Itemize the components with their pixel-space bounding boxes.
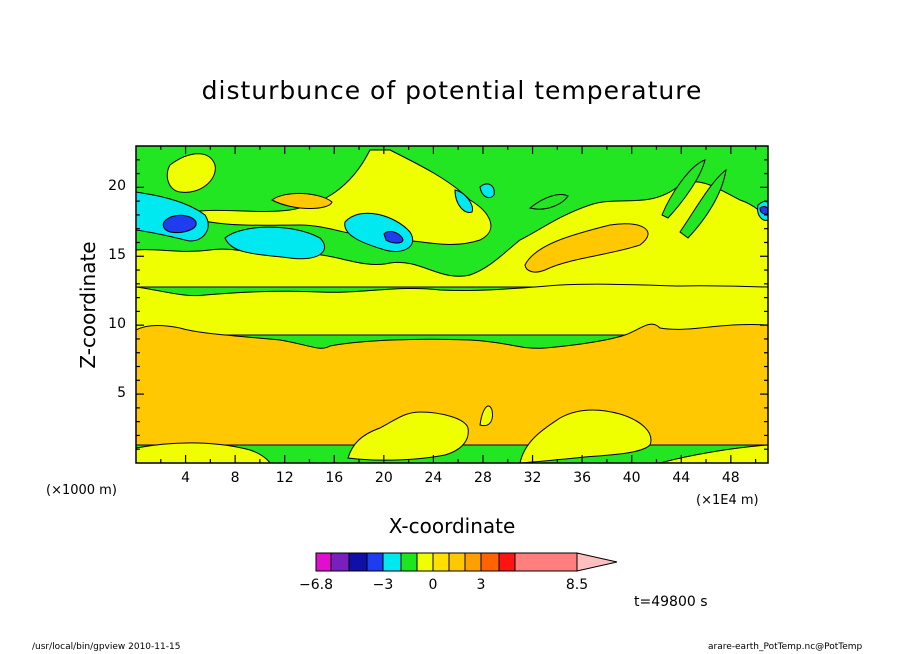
x-tick-label: 12	[275, 470, 294, 486]
surface-yellow-2	[519, 409, 652, 463]
colorbar-swatch	[315, 552, 332, 572]
colorbar-swatch	[514, 552, 578, 572]
colorbar-label: 0	[428, 577, 438, 593]
x-tick-label: 4	[181, 470, 191, 486]
x-multiplier-note: (×1E4 m)	[696, 493, 759, 508]
y-tick-label: 10	[108, 316, 126, 333]
x-tick-label: 40	[622, 470, 641, 486]
y-axis-label: Z-coordinate	[76, 241, 100, 369]
x-tick-label: 44	[672, 470, 691, 486]
colorbar-swatch	[416, 552, 434, 572]
cold-patch-2	[224, 226, 326, 260]
x-tick-label: 36	[573, 470, 592, 486]
x-tick-label: 20	[374, 470, 393, 486]
x-tick-label: 28	[474, 470, 492, 486]
colorbar-label: 8.5	[565, 577, 589, 593]
surface-yellow-spike	[479, 405, 493, 427]
warm-patch-aloft-2	[524, 223, 649, 273]
warm-patch-aloft-1	[271, 192, 333, 209]
colorbar-swatch	[382, 552, 402, 572]
colorbar-swatch	[348, 552, 368, 572]
time-annotation: t=49800 s	[634, 594, 708, 610]
colorbar-swatch	[498, 552, 516, 572]
colorbar-label: −3	[372, 577, 394, 593]
x-axis-label: X-coordinate	[388, 514, 516, 538]
cold-core-1	[162, 214, 197, 233]
green-streak-3	[528, 194, 569, 210]
upper-yellow-tongue	[178, 149, 492, 245]
middle-yellow-layer	[136, 283, 768, 336]
green-streak-1	[661, 159, 706, 219]
x-tick-label: 16	[325, 470, 344, 486]
yellow-blob-top	[166, 153, 216, 193]
y-tick-label: 15	[108, 247, 126, 264]
surface-yellow-1	[347, 411, 469, 461]
colorbar-extend-arrow	[576, 552, 618, 572]
colorbar-swatch	[464, 552, 482, 572]
colorbar-swatch	[480, 552, 500, 572]
footer-left: /usr/local/bin/gpview 2010-11-15	[32, 642, 181, 652]
y-tick-label: 20	[108, 178, 126, 195]
x-tick-label: 32	[523, 470, 542, 486]
colorbar-label: 3	[476, 577, 486, 593]
footer-right: arare-earth_PotTemp.nc@PotTemp	[708, 642, 863, 652]
colorbar-swatch	[330, 552, 350, 572]
plot-area	[136, 146, 768, 463]
chart-title: disturbunce of potential temperature	[201, 76, 703, 105]
cold-core-3	[759, 206, 768, 215]
plot-frame	[135, 145, 769, 464]
x-tick-label: 24	[424, 470, 443, 486]
x-scale-note: (×1000 m)	[46, 483, 117, 498]
cold-patch-4	[479, 183, 495, 199]
colorbar-swatch	[400, 552, 418, 572]
colorbar-swatch	[432, 552, 450, 572]
colorbar-swatch	[448, 552, 466, 572]
x-tick-label: 8	[230, 470, 240, 486]
colorbar-swatch	[366, 552, 384, 572]
green-streak-2	[679, 168, 727, 239]
x-tick-label: 48	[721, 470, 740, 486]
y-tick-label: 5	[117, 385, 126, 402]
colorbar-label: −6.8	[299, 577, 333, 593]
y-tick-marks	[136, 159, 768, 450]
cold-patch-5	[454, 189, 474, 214]
x-tick-marks	[160, 146, 757, 463]
colorbar	[315, 552, 618, 572]
cold-core-2	[383, 231, 404, 244]
